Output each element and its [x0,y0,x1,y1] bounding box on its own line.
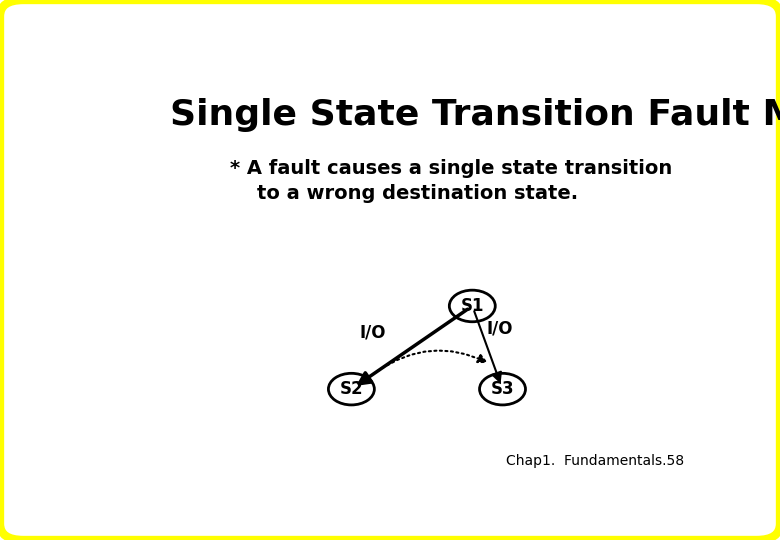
Text: Chap1.  Fundamentals.58: Chap1. Fundamentals.58 [505,454,684,468]
Text: S1: S1 [460,297,484,315]
Text: I/O: I/O [360,324,386,342]
Text: S2: S2 [339,380,363,398]
FancyArrowPatch shape [360,309,467,384]
FancyArrowPatch shape [378,350,486,371]
Text: S3: S3 [491,380,514,398]
Circle shape [449,290,495,322]
Text: I/O: I/O [486,320,512,338]
FancyArrowPatch shape [474,312,501,382]
Text: to a wrong destination state.: to a wrong destination state. [231,184,579,203]
Text: Single State Transition Fault Model: Single State Transition Fault Model [170,98,780,132]
Text: * A fault causes a single state transition: * A fault causes a single state transiti… [231,159,672,178]
Circle shape [328,373,374,405]
Circle shape [480,373,526,405]
